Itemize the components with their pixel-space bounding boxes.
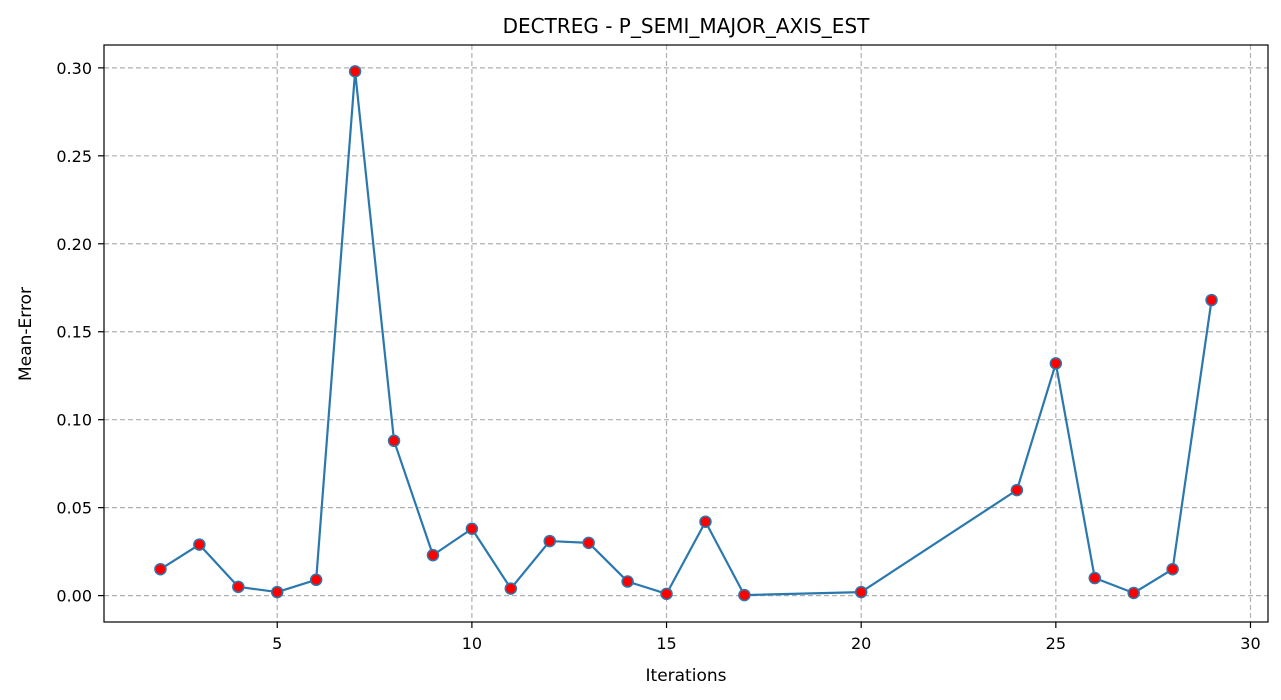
data-point [504,582,518,595]
data-point [426,548,440,562]
data-point [270,585,284,599]
x-axis: 5 10 15 20 25 30 [272,622,1261,653]
y-tick-label: 0.10 [56,411,92,430]
data-point [660,587,673,601]
data-point [543,534,556,548]
x-axis-label: Iterations [646,666,727,686]
x-tick-label: 10 [462,634,482,653]
data-point [1166,562,1179,576]
x-tick-label: 20 [851,634,871,653]
data-point [854,585,868,599]
y-tick-label: 0.30 [56,59,92,78]
data-point [1205,293,1218,307]
data-point [309,573,323,587]
y-tick-label: 0.15 [56,323,92,342]
grid [104,45,1268,622]
y-axis-label: Mean-Error [16,287,36,381]
y-tick-label: 0.00 [56,587,92,606]
data-point [348,65,362,78]
data-point [738,588,751,602]
chart-title: DECTREG - P_SEMI_MAJOR_AXIS_EST [503,14,871,38]
data-point [699,515,712,528]
series-line [159,70,1213,597]
data-point [1088,571,1102,585]
y-tick-label: 0.05 [56,499,92,518]
x-tick-label: 15 [656,634,676,653]
series-layer [154,65,1218,602]
y-axis: 0.00 0.05 0.10 0.15 0.20 0.25 0.30 [56,59,104,606]
y-tick-label: 0.20 [56,235,92,254]
data-point [387,434,401,448]
data-point [232,580,245,594]
data-point [621,575,634,588]
data-point [1049,357,1063,370]
plot-frame [103,44,1269,623]
y-tick-label: 0.25 [56,147,92,166]
data-point [154,562,167,576]
data-point [465,522,479,536]
x-tick-label: 5 [272,634,282,653]
data-point [1127,586,1140,600]
data-point [582,536,595,550]
x-tick-label: 30 [1240,634,1260,653]
data-point [1010,483,1024,497]
data-point [193,538,206,551]
x-tick-label: 25 [1046,634,1066,653]
